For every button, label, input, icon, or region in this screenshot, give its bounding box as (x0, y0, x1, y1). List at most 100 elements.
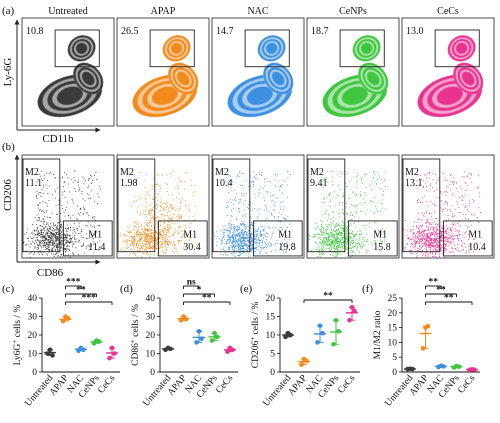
dot (374, 240, 376, 242)
dot (436, 249, 438, 251)
dot (47, 229, 49, 231)
dot (26, 232, 28, 234)
dot (228, 222, 230, 224)
dot (432, 228, 434, 230)
dot (57, 245, 59, 247)
dot (144, 199, 146, 201)
dot (133, 253, 135, 255)
dot (281, 213, 283, 215)
dot (441, 231, 443, 232)
dot (238, 172, 240, 174)
dot (160, 234, 162, 235)
dot (82, 176, 84, 178)
dot (321, 242, 323, 244)
dot (444, 237, 446, 239)
dot (337, 230, 339, 231)
dot (88, 194, 90, 196)
dot (57, 238, 59, 240)
dot (425, 236, 427, 238)
dot (215, 238, 217, 240)
dot (429, 184, 431, 186)
dot (261, 248, 262, 250)
dot (47, 246, 49, 248)
dot (172, 251, 173, 252)
dot (265, 246, 267, 248)
dot (250, 237, 252, 238)
dot (140, 248, 142, 249)
dot (450, 233, 452, 235)
dot (444, 237, 446, 238)
dot (226, 254, 228, 256)
dot (178, 240, 180, 242)
dot (77, 230, 79, 231)
dot (271, 243, 272, 245)
data-point (196, 329, 202, 334)
dot (311, 237, 313, 238)
dot (237, 243, 239, 244)
dot (458, 224, 460, 226)
dot (55, 235, 57, 237)
dot (236, 250, 237, 252)
dot (50, 171, 51, 173)
dot (170, 204, 172, 206)
dot (411, 253, 413, 255)
dot (375, 222, 377, 224)
dot (122, 247, 124, 249)
dot (241, 241, 242, 242)
dot (424, 255, 426, 257)
dot (468, 245, 469, 247)
dot (243, 252, 245, 253)
dot (79, 214, 81, 216)
dot (336, 245, 338, 247)
dot (165, 238, 167, 240)
dot (263, 188, 264, 190)
dot (231, 187, 233, 189)
dot (159, 231, 161, 233)
dot (433, 220, 435, 222)
dot (334, 239, 336, 241)
dot (433, 191, 435, 192)
dot (228, 246, 230, 248)
y-tick-label: 15 (388, 324, 398, 334)
dot (23, 241, 25, 243)
dot (42, 239, 44, 241)
dot (431, 242, 433, 244)
dot (337, 232, 339, 234)
dot (42, 234, 44, 236)
dot (327, 244, 328, 246)
dot (308, 234, 310, 236)
dot (40, 220, 42, 222)
dot (91, 175, 92, 177)
dot (336, 238, 337, 240)
dot (47, 245, 49, 246)
dot (436, 235, 438, 237)
dot (253, 233, 255, 235)
dot (329, 241, 331, 243)
dot (262, 234, 264, 236)
dot (354, 222, 355, 224)
dot (56, 224, 58, 226)
dot (448, 244, 450, 246)
dot (352, 233, 354, 235)
dot (357, 242, 359, 244)
dot (37, 204, 38, 206)
dot (231, 223, 232, 225)
dot (452, 181, 454, 183)
dot (43, 237, 45, 238)
dot (50, 237, 52, 238)
dot (413, 247, 415, 248)
dot (166, 244, 168, 246)
dot (336, 229, 338, 230)
dot (233, 247, 235, 249)
dot (93, 252, 95, 254)
dot (144, 239, 145, 241)
dot (376, 182, 378, 184)
dot (285, 219, 287, 220)
dot (355, 187, 357, 188)
dot (38, 173, 40, 175)
dot (72, 230, 74, 231)
dot (418, 238, 420, 240)
dot (42, 236, 44, 238)
dot (322, 240, 324, 242)
dot (172, 194, 173, 196)
